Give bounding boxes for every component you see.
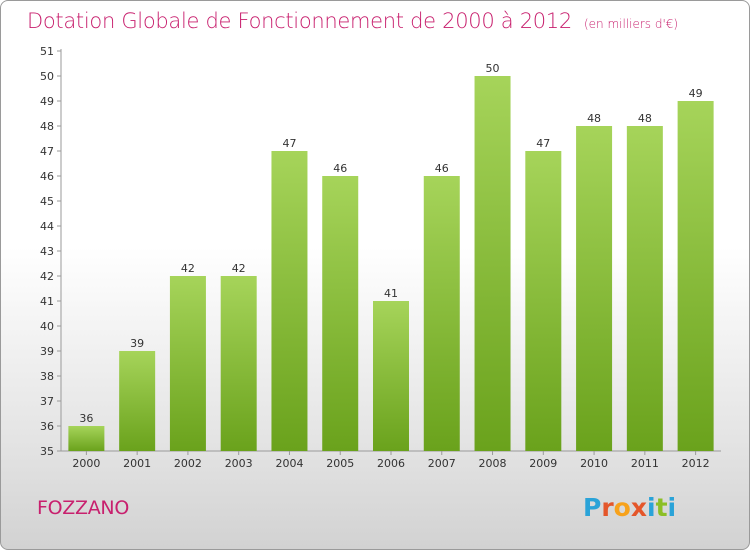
- bar: [119, 351, 156, 451]
- x-tick-label: 2001: [123, 457, 151, 470]
- logo-letter: i: [667, 493, 677, 522]
- y-tick-label: 38: [40, 370, 54, 383]
- y-tick-label: 46: [40, 170, 54, 183]
- y-tick-label: 48: [40, 120, 54, 133]
- y-tick-label: 44: [40, 220, 54, 233]
- data-label: 49: [689, 87, 703, 100]
- commune-name: FOZZANO: [37, 497, 129, 519]
- x-tick-label: 2000: [72, 457, 100, 470]
- chart-title: Dotation Globale de Fonctionnement de 20…: [27, 9, 678, 33]
- y-tick-label: 41: [40, 295, 54, 308]
- data-label: 46: [333, 162, 347, 175]
- y-tick-label: 43: [40, 245, 54, 258]
- logo-letter: o: [613, 493, 631, 522]
- chart-title-text: Dotation Globale de Fonctionnement de 20…: [27, 9, 572, 33]
- bar: [373, 301, 409, 451]
- bar: [474, 76, 511, 451]
- x-tick-label: 2011: [631, 457, 659, 470]
- bar: [626, 126, 663, 451]
- data-label: 46: [435, 162, 449, 175]
- bar: [525, 151, 562, 451]
- chart-subtitle: (en milliers d'€): [583, 17, 679, 31]
- logo-letter: i: [647, 493, 656, 522]
- data-label: 48: [587, 112, 601, 125]
- bar: [677, 101, 714, 451]
- x-tick-label: 2009: [529, 457, 557, 470]
- x-tick-label: 2008: [479, 457, 507, 470]
- data-label: 42: [232, 262, 246, 275]
- x-tick-label: 2003: [225, 457, 253, 470]
- data-label: 39: [130, 337, 144, 350]
- x-tick-label: 2010: [580, 457, 608, 470]
- data-label: 36: [79, 412, 93, 425]
- x-tick-label: 2012: [682, 457, 710, 470]
- data-label: 42: [181, 262, 195, 275]
- y-tick-label: 40: [40, 320, 54, 333]
- data-label: 48: [638, 112, 652, 125]
- logo-letter: x: [630, 493, 647, 522]
- bar: [220, 276, 257, 451]
- proxiti-logo[interactable]: Proxiti: [583, 493, 676, 522]
- logo-letter: t: [655, 493, 668, 522]
- y-tick-label: 35: [40, 445, 54, 458]
- y-tick-label: 37: [40, 395, 54, 408]
- data-label: 50: [486, 62, 500, 75]
- x-tick-label: 2004: [275, 457, 303, 470]
- x-tick-label: 2005: [326, 457, 354, 470]
- data-label: 47: [282, 137, 296, 150]
- bar: [423, 176, 460, 451]
- bar: [169, 276, 206, 451]
- bar: [68, 426, 105, 451]
- y-tick-label: 51: [40, 45, 54, 58]
- bar: [322, 176, 359, 451]
- y-tick-label: 50: [40, 70, 54, 83]
- x-tick-label: 2006: [377, 457, 405, 470]
- data-label: 41: [384, 287, 398, 300]
- y-tick-label: 42: [40, 270, 54, 283]
- logo-letter: r: [601, 493, 614, 522]
- y-tick-label: 39: [40, 345, 54, 358]
- bar: [576, 126, 613, 451]
- y-tick-label: 45: [40, 195, 54, 208]
- logo-letter: P: [583, 493, 602, 522]
- x-tick-label: 2007: [428, 457, 456, 470]
- data-label: 47: [536, 137, 550, 150]
- x-tick-label: 2002: [174, 457, 202, 470]
- y-tick-label: 47: [40, 145, 54, 158]
- bar: [271, 151, 308, 451]
- y-tick-label: 49: [40, 95, 54, 108]
- y-tick-label: 36: [40, 420, 54, 433]
